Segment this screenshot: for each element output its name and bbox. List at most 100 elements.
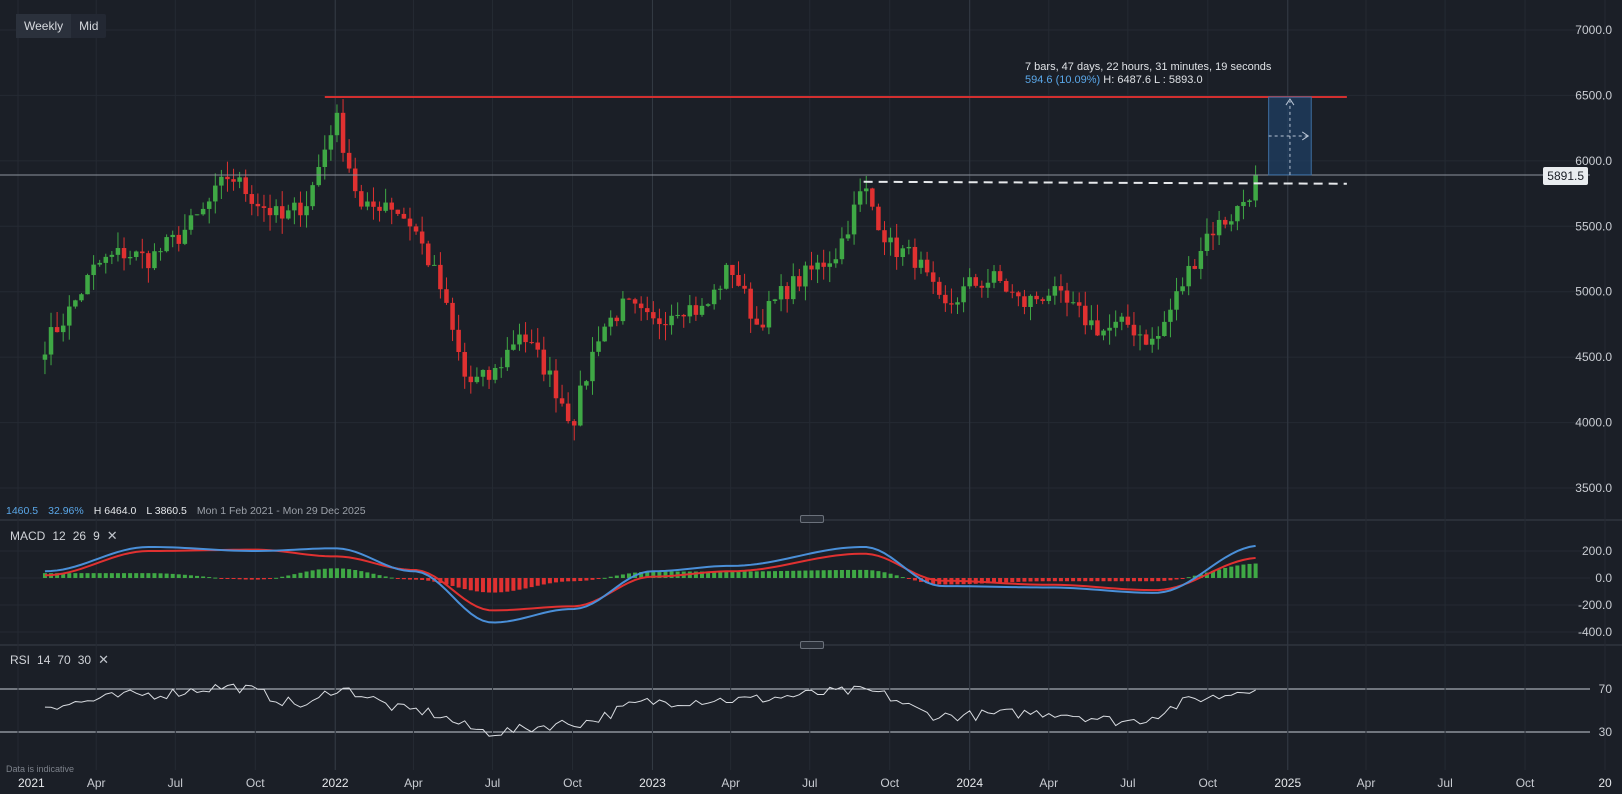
rsi-label[interactable]: RSI 14 70 30 ✕ xyxy=(10,652,109,668)
macd-histogram-bar xyxy=(760,571,765,578)
candle-body xyxy=(279,206,285,219)
macd-histogram-bar xyxy=(274,577,279,579)
candle-body xyxy=(517,334,522,345)
y-tick-label: 6000.0 xyxy=(1575,154,1612,168)
candle-body xyxy=(462,352,467,377)
candle-body xyxy=(1253,175,1258,201)
candle-body xyxy=(937,281,942,295)
candle-body xyxy=(985,282,991,288)
macd-histogram-bar xyxy=(1168,578,1173,581)
macd-histogram-bar xyxy=(468,578,473,591)
candle-body xyxy=(644,308,650,313)
macd-histogram-bar xyxy=(109,573,114,578)
candle-body xyxy=(413,226,419,232)
candle-body xyxy=(1210,233,1216,236)
macd-histogram-bar xyxy=(839,570,844,578)
macd-histogram-bar xyxy=(97,573,102,578)
macd-histogram-bar xyxy=(1077,578,1082,582)
range-high: H 6464.0 xyxy=(93,505,137,517)
macd-histogram-bar xyxy=(310,570,315,578)
macd-histogram-bar xyxy=(487,578,492,593)
x-tick-label: 2023 xyxy=(639,776,666,790)
candle-body xyxy=(505,349,510,368)
y-tick-label: 5000.0 xyxy=(1575,285,1612,299)
candle-body xyxy=(231,179,236,182)
macd-histogram-bar xyxy=(493,578,498,593)
candle-body xyxy=(979,285,985,288)
macd-param-fast: 12 xyxy=(52,529,66,543)
x-tick-label: Oct xyxy=(880,776,899,790)
candle-body xyxy=(596,341,601,352)
macd-histogram-bar xyxy=(146,573,151,578)
pane-resize-handle-macd[interactable] xyxy=(800,515,824,523)
macd-close-icon[interactable]: ✕ xyxy=(106,528,118,543)
macd-histogram-bar xyxy=(931,578,936,584)
candle-body xyxy=(924,259,930,273)
candle-body xyxy=(152,251,157,269)
macd-histogram-bar xyxy=(1211,570,1216,578)
candle-body xyxy=(170,234,175,238)
candle-body xyxy=(803,265,808,287)
macd-histogram-bar xyxy=(815,570,820,578)
macd-histogram-bar xyxy=(651,571,656,578)
macd-histogram-bar xyxy=(645,571,650,578)
candle-body xyxy=(200,208,206,215)
timeframe-weekly-button[interactable]: Weekly xyxy=(16,14,72,38)
price-type-mid-button[interactable]: Mid xyxy=(79,19,99,33)
candle-body xyxy=(444,289,449,303)
macd-histogram-bar xyxy=(316,569,321,578)
y-tick-label: 4000.0 xyxy=(1575,416,1612,430)
candle-body xyxy=(748,288,753,319)
candle-body xyxy=(225,176,230,180)
candle-body xyxy=(468,376,474,383)
candle-body xyxy=(1174,291,1179,310)
macd-histogram-bar xyxy=(1101,578,1106,582)
candle-body xyxy=(772,299,778,302)
candle-body xyxy=(608,317,613,327)
candle-body xyxy=(876,206,881,231)
candle-body xyxy=(1125,316,1131,325)
candle-body xyxy=(632,299,638,304)
x-tick-label: Apr xyxy=(1039,776,1058,790)
disclaimer: Data is indicative xyxy=(6,764,75,774)
pane-resize-handle-rsi[interactable] xyxy=(800,641,824,649)
macd-histogram-bar xyxy=(304,571,309,578)
candle-body xyxy=(949,303,954,305)
candle-body xyxy=(1076,302,1082,306)
macd-histogram-bar xyxy=(395,578,400,579)
macd-histogram-bar xyxy=(152,573,157,578)
candle-body xyxy=(85,275,90,295)
x-tick-label: Oct xyxy=(1198,776,1217,790)
candle-body xyxy=(724,264,729,289)
candle-body xyxy=(1162,321,1167,337)
range-low: L 3860.5 xyxy=(146,505,187,517)
macd-histogram-bar xyxy=(547,578,552,584)
candle-body xyxy=(1040,299,1045,301)
candle-body xyxy=(602,326,607,342)
macd-histogram-bar xyxy=(772,571,777,578)
macd-histogram-bar xyxy=(1162,578,1167,581)
candle-body xyxy=(249,194,255,204)
y-tick-label: 3500.0 xyxy=(1575,481,1612,495)
timeframe-selector[interactable]: Weekly Mid xyxy=(16,14,107,38)
macd-histogram-bar xyxy=(1058,578,1063,582)
macd-histogram-bar xyxy=(712,571,717,578)
rsi-close-icon[interactable]: ✕ xyxy=(98,652,109,667)
macd-histogram-bar xyxy=(566,578,571,582)
macd-histogram-bar xyxy=(553,578,558,583)
macd-histogram-bar xyxy=(207,577,212,579)
macd-label[interactable]: MACD 12 26 9 ✕ xyxy=(10,528,118,544)
macd-histogram-bar xyxy=(614,575,619,578)
candle-body xyxy=(164,237,169,252)
x-tick-label: Apr xyxy=(404,776,423,790)
candle-body xyxy=(480,369,486,377)
macd-histogram-bar xyxy=(626,573,631,578)
candle-body xyxy=(359,191,364,207)
macd-histogram-bar xyxy=(122,573,127,578)
candle-body xyxy=(565,403,571,422)
macd-histogram-bar xyxy=(286,575,291,578)
candle-body xyxy=(67,306,72,326)
macd-histogram-bar xyxy=(858,569,863,578)
candle-body xyxy=(1204,233,1210,251)
